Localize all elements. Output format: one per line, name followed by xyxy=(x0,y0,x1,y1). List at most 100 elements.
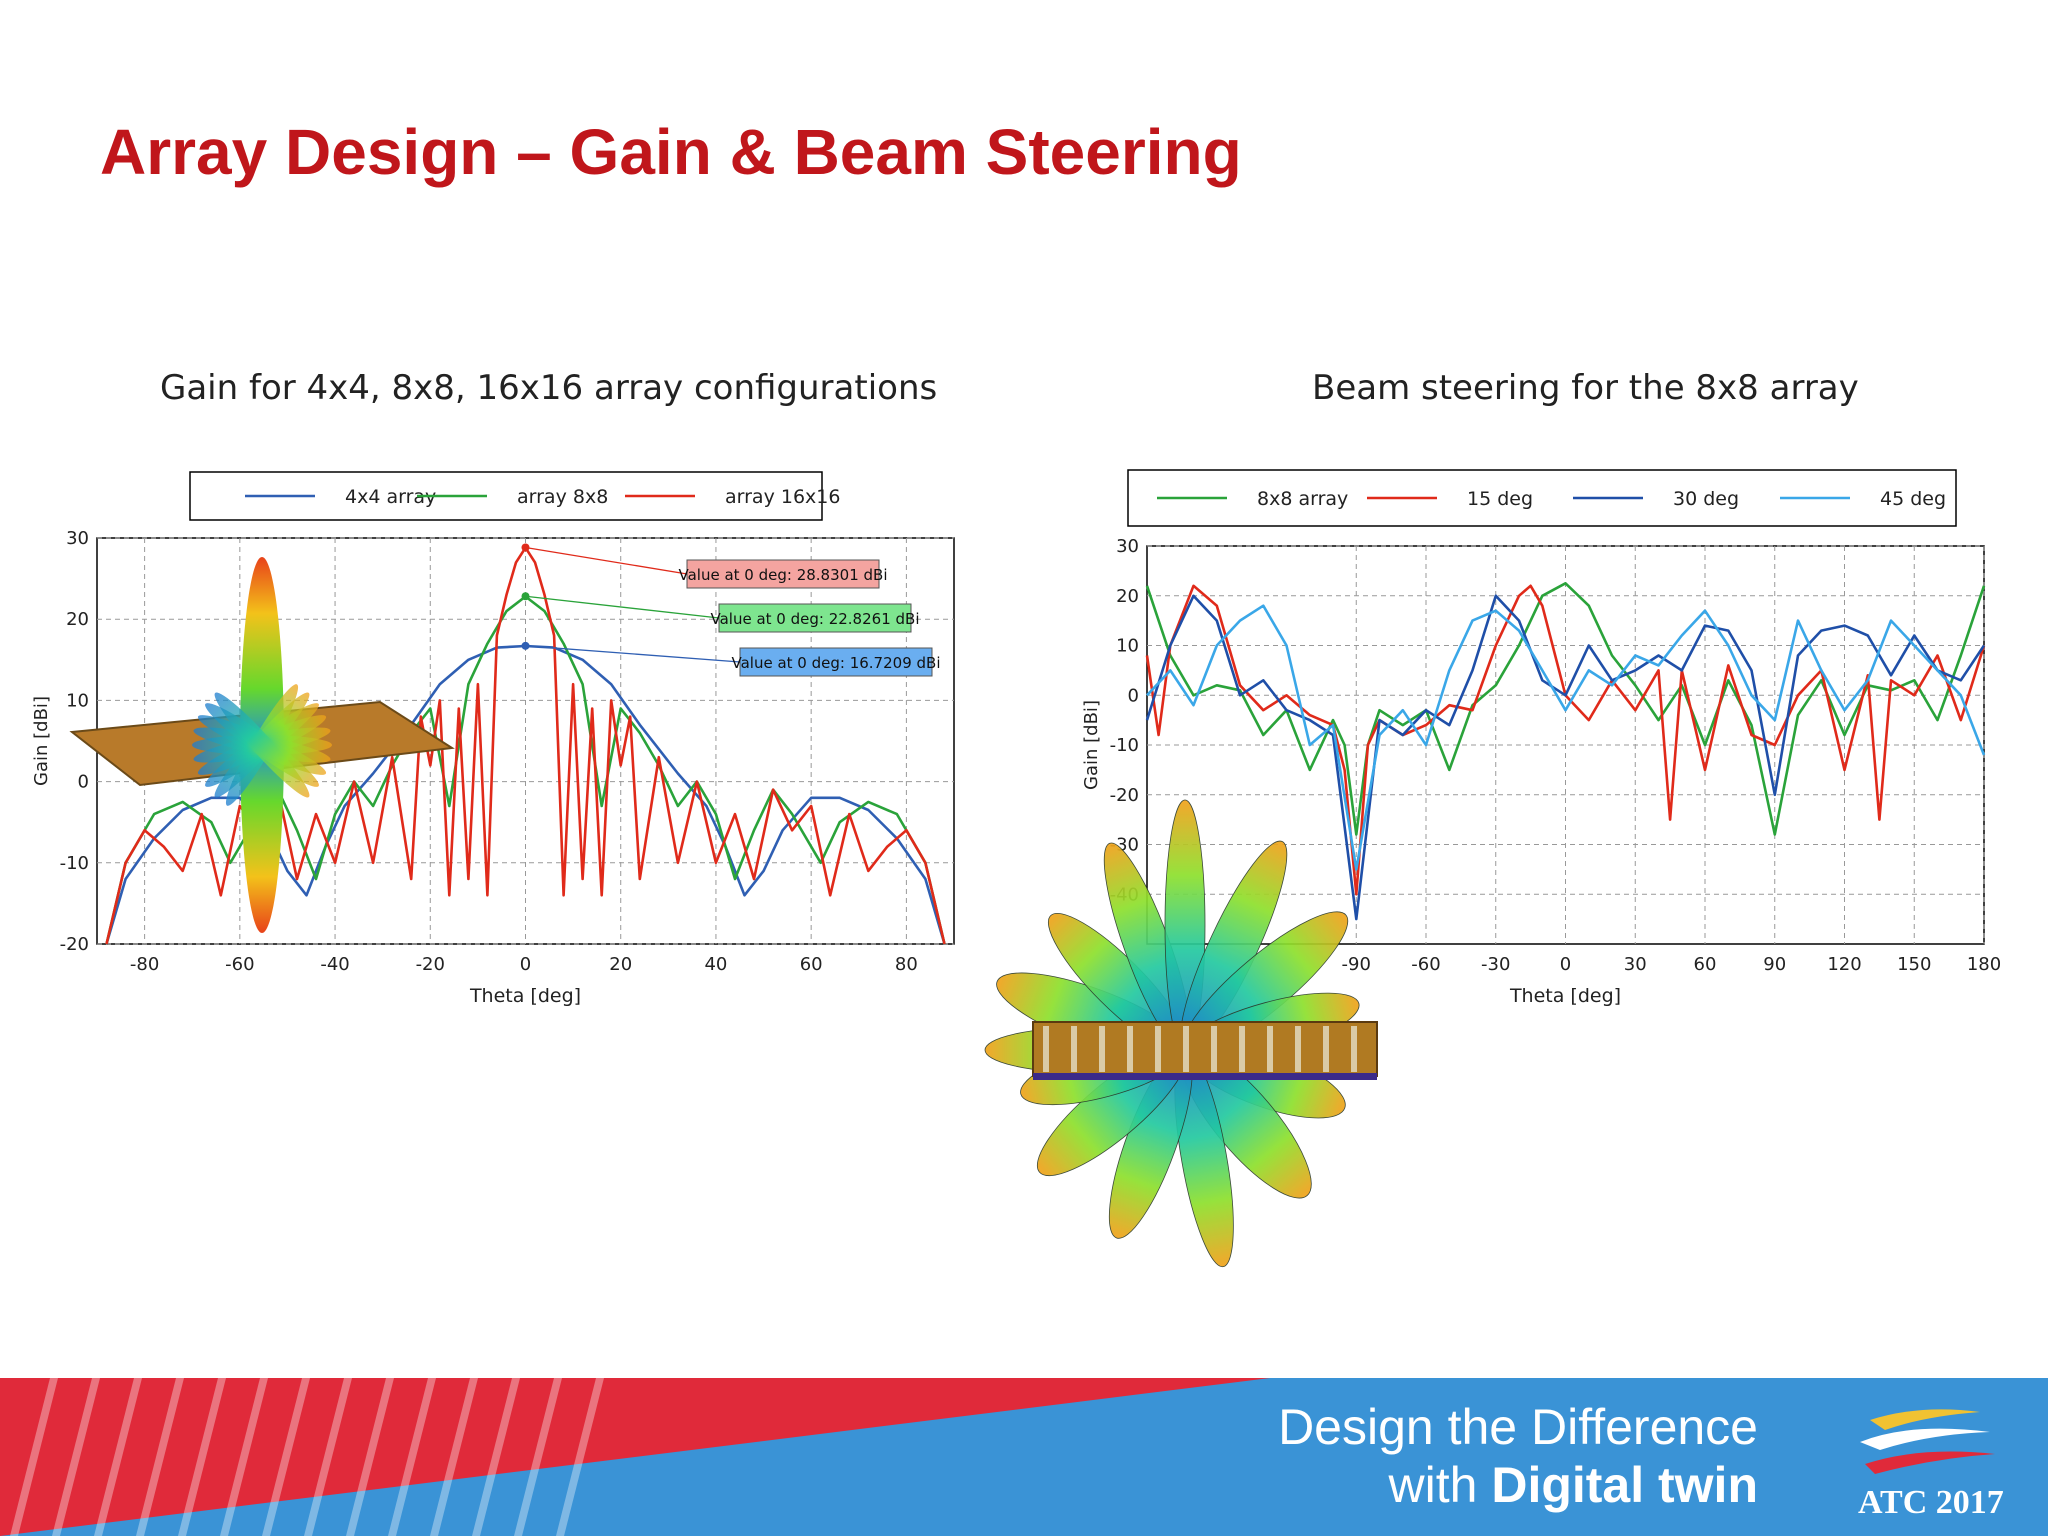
y-tick-label: 20 xyxy=(66,609,89,630)
x-tick-label: 60 xyxy=(1694,954,1717,975)
footer-stripe xyxy=(52,1378,100,1536)
array-element xyxy=(1239,1026,1245,1072)
legend-label: 30 deg xyxy=(1673,488,1739,510)
array-element xyxy=(1043,1026,1049,1072)
x-tick-label: 20 xyxy=(609,954,632,975)
y-tick-label: 20 xyxy=(1116,586,1139,607)
y-tick-label: 10 xyxy=(66,690,89,711)
y-tick-label: -20 xyxy=(60,934,89,955)
array-element xyxy=(1295,1026,1301,1072)
footer-stripe xyxy=(178,1378,226,1536)
footer-stripe xyxy=(430,1378,478,1536)
x-tick-label: -60 xyxy=(225,954,254,975)
footer-stripe xyxy=(346,1378,394,1536)
annotation-leader xyxy=(525,595,720,619)
x-tick-label: 0 xyxy=(520,954,531,975)
footer-stripe xyxy=(514,1378,562,1536)
series-line-4 xyxy=(1146,604,1986,871)
y-tick-label: 0 xyxy=(78,772,89,793)
left-chart-caption: Gain for 4x4, 8x8, 16x16 array configura… xyxy=(160,368,938,408)
legend-label: 15 deg xyxy=(1467,488,1533,510)
annotation-point xyxy=(521,592,530,601)
legend-label: array 16x16 xyxy=(725,486,840,508)
footer-stripe xyxy=(262,1378,310,1536)
y-tick-label: 0 xyxy=(1128,685,1139,706)
x-tick-label: -30 xyxy=(1481,954,1510,975)
page-title: Array Design – Gain & Beam Steering xyxy=(100,116,1242,188)
footer-background xyxy=(0,1378,2048,1536)
y-tick-label: 10 xyxy=(1116,636,1139,657)
footer-stripe xyxy=(10,1378,58,1536)
y-tick-label: -20 xyxy=(1110,785,1139,806)
x-axis-label: Theta [deg] xyxy=(469,985,581,1007)
footer-tagline-bold: Digital twin xyxy=(1491,1457,1758,1513)
y-tick-label: 30 xyxy=(66,528,89,549)
annotation-box xyxy=(739,647,933,677)
annotation-point xyxy=(521,543,530,552)
x-tick-label: 60 xyxy=(800,954,823,975)
array-element xyxy=(1127,1026,1133,1072)
x-tick-label: -90 xyxy=(1342,954,1371,975)
y-tick-label: 30 xyxy=(1116,536,1139,557)
y-axis-label: Gain [dBi] xyxy=(31,696,52,786)
footer-stripe xyxy=(388,1378,436,1536)
series-line-1 xyxy=(1145,582,1986,836)
legend-label: 8x8 array xyxy=(1257,488,1348,510)
right-chart-caption: Beam steering for the 8x8 array xyxy=(1312,368,1859,408)
radiation-pattern-3d-left xyxy=(69,557,455,933)
series-line-2 xyxy=(1145,584,1986,896)
y-tick-label: -10 xyxy=(60,853,89,874)
legend-label: 4x4 array xyxy=(345,486,436,508)
x-tick-label: -20 xyxy=(416,954,445,975)
array-element xyxy=(1099,1026,1105,1072)
y-tick-label: -10 xyxy=(1110,735,1139,756)
footer-stripe xyxy=(304,1378,352,1536)
x-tick-label: 120 xyxy=(1827,954,1861,975)
array-element xyxy=(1323,1026,1329,1072)
footer-tagline-prefix: with xyxy=(1388,1457,1492,1513)
footer-stripe xyxy=(94,1378,142,1536)
annotation-label: Value at 0 deg: 22.8261 dBi xyxy=(711,610,920,628)
array-element xyxy=(1071,1026,1077,1072)
x-tick-label: 180 xyxy=(1967,954,2001,975)
footer-stripe xyxy=(472,1378,520,1536)
footer-stripe xyxy=(556,1378,604,1536)
x-tick-label: 30 xyxy=(1624,954,1647,975)
atc-logo-icon xyxy=(1860,1409,1995,1474)
x-tick-label: 0 xyxy=(1560,954,1571,975)
x-tick-label: -80 xyxy=(130,954,159,975)
chart-2: -90-60-300306090120150180-40-30-20-10010… xyxy=(1081,469,2001,1007)
radiation-pattern-3d-right xyxy=(984,799,1378,1268)
array-board-right xyxy=(1032,1021,1378,1077)
x-tick-label: 40 xyxy=(704,954,727,975)
x-tick-label: 150 xyxy=(1897,954,1931,975)
legend-label: array 8x8 xyxy=(517,486,608,508)
annotation-point xyxy=(521,641,530,650)
footer-tagline-line2: with Digital twin xyxy=(1389,1456,1758,1514)
footer-stripe xyxy=(220,1378,268,1536)
legend-label: 45 deg xyxy=(1880,488,1946,510)
array-element xyxy=(1183,1026,1189,1072)
array-ground-plane xyxy=(1033,1073,1377,1080)
annotation-label: Value at 0 deg: 16.7209 dBi xyxy=(732,654,941,672)
side-lobe xyxy=(214,692,310,798)
x-tick-label: -60 xyxy=(1411,954,1440,975)
y-axis-label: Gain [dBi] xyxy=(1081,700,1102,790)
atc-logo-text: ATC 2017 xyxy=(1858,1484,2004,1521)
array-element xyxy=(1211,1026,1217,1072)
footer-tagline-line1: Design the Difference xyxy=(1278,1399,1758,1455)
footer-stripe xyxy=(136,1378,184,1536)
x-axis-label: Theta [deg] xyxy=(1509,985,1621,1007)
annotation-box xyxy=(718,603,912,633)
x-tick-label: -40 xyxy=(320,954,349,975)
array-element xyxy=(1267,1026,1273,1072)
annotation-label: Value at 0 deg: 28.8301 dBi xyxy=(679,566,888,584)
x-tick-label: 90 xyxy=(1763,954,1786,975)
annotation-box xyxy=(686,559,880,589)
array-element xyxy=(1155,1026,1161,1072)
footer-banner xyxy=(0,1378,2048,1536)
annotation-leader xyxy=(525,645,741,663)
legend-box xyxy=(189,471,823,521)
annotation-leader xyxy=(525,546,688,575)
